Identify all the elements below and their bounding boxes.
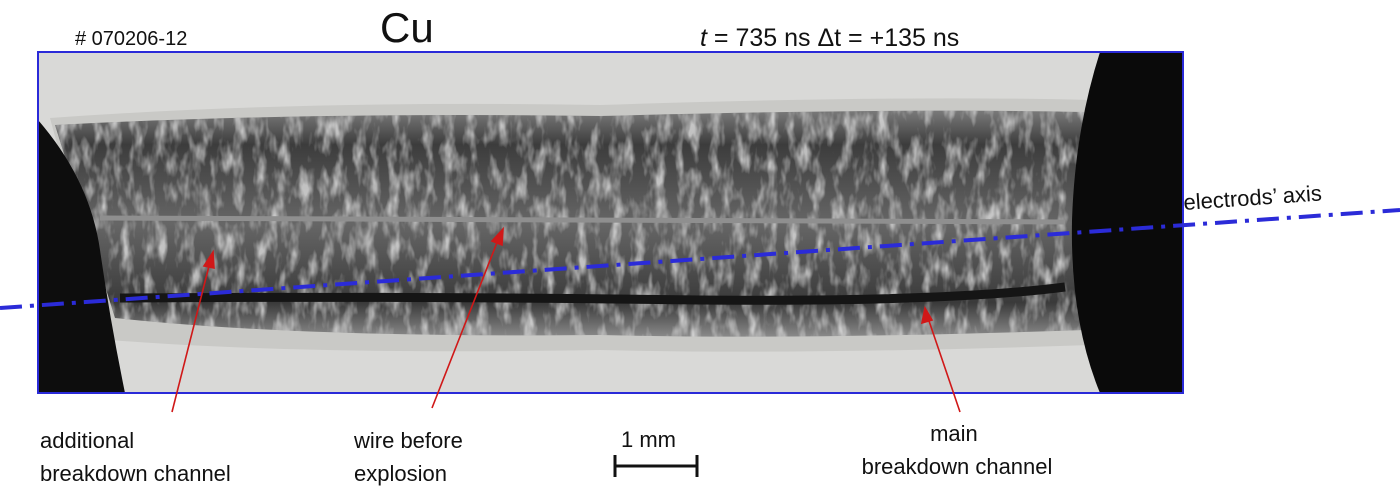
timing: t = 735 ns Δt = +135 ns <box>700 24 959 52</box>
scale-label: 1 mm <box>621 427 676 452</box>
photo-frame <box>37 51 1184 394</box>
time-text: = 735 ns Δt = +135 ns <box>714 24 959 52</box>
annotation: main breakdown channel <box>862 421 1053 479</box>
shot-id: # 070206-12 <box>75 28 187 50</box>
annotation: wire before explosion <box>353 428 469 486</box>
scale-bar <box>613 455 699 477</box>
annotation: additional breakdown channel <box>40 428 231 486</box>
annotation-line: additional <box>40 428 134 453</box>
annotation-line: explosion <box>354 461 447 486</box>
annotation-line: wire before <box>353 428 463 453</box>
arrows <box>171 226 961 413</box>
annotation-line: main <box>930 421 978 446</box>
photograph <box>38 52 1183 393</box>
annotation-line: breakdown channel <box>40 461 231 486</box>
annotation-line: breakdown channel <box>862 454 1053 479</box>
material: Cu <box>380 4 434 51</box>
axis-label: electrods’ axis <box>1183 180 1323 215</box>
time-symbol: t <box>700 24 708 52</box>
